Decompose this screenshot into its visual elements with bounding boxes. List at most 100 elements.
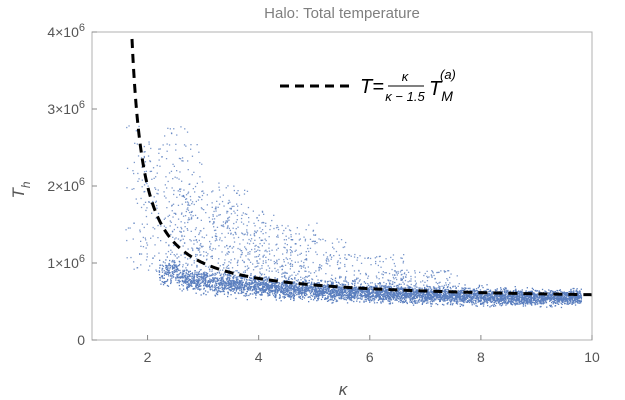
scatter-point xyxy=(494,305,497,307)
scatter-point xyxy=(392,298,395,300)
scatter-point xyxy=(432,293,435,295)
scatter-point xyxy=(463,298,465,300)
scatter-point xyxy=(509,298,511,301)
scatter-point xyxy=(330,298,332,301)
scatter-point xyxy=(486,300,488,302)
scatter-point xyxy=(291,292,293,294)
scatter-point xyxy=(297,288,299,290)
scatter-point xyxy=(534,302,536,305)
scatter-point xyxy=(406,295,408,297)
scatter-point xyxy=(364,296,367,298)
scatter-point xyxy=(225,282,227,284)
scatter-point xyxy=(176,282,178,284)
scatter-point xyxy=(354,293,356,296)
scatter-point xyxy=(396,286,398,289)
scatter-point xyxy=(306,285,309,288)
scatter-point xyxy=(205,277,207,279)
scatter-point xyxy=(367,299,370,301)
scatter-point xyxy=(425,298,427,300)
scatter-point xyxy=(214,290,216,292)
scatter-point xyxy=(519,291,521,294)
scatter-point xyxy=(248,286,250,288)
scatter-point xyxy=(260,289,262,291)
scatter-point xyxy=(270,287,272,289)
scatter-point xyxy=(223,293,226,295)
scatter-point xyxy=(382,288,384,290)
scatter-point xyxy=(336,284,339,286)
scatter-point xyxy=(289,284,291,286)
scatter-point xyxy=(512,295,514,297)
scatter-point xyxy=(282,283,284,285)
scatter-point xyxy=(213,278,215,280)
scatter-point xyxy=(527,297,529,299)
scatter-point xyxy=(552,298,555,301)
scatter-point xyxy=(471,304,473,306)
scatter-point xyxy=(549,304,551,307)
scatter-point xyxy=(216,287,218,289)
scatter-point xyxy=(215,292,218,294)
scatter-point xyxy=(303,287,305,289)
scatter-point xyxy=(459,290,462,292)
scatter-point xyxy=(571,290,573,293)
scatter-point xyxy=(196,275,198,277)
scatter-point xyxy=(270,284,273,286)
scatter-point xyxy=(294,289,297,291)
scatter-point xyxy=(251,281,253,283)
scatter-point xyxy=(253,287,255,289)
scatter-point xyxy=(439,300,441,302)
scatter-point xyxy=(366,290,368,292)
scatter-point xyxy=(268,277,270,279)
scatter-point xyxy=(567,298,569,300)
scatter-point xyxy=(486,288,488,291)
scatter-point xyxy=(253,285,255,287)
scatter-point xyxy=(350,298,352,301)
scatter-point xyxy=(188,286,191,288)
scatter-point xyxy=(351,299,353,302)
scatter-point xyxy=(196,277,199,279)
scatter-point xyxy=(190,281,192,283)
scatter-point xyxy=(228,273,231,276)
scatter-point xyxy=(258,283,260,285)
scatter-point xyxy=(161,281,163,283)
scatter-point xyxy=(393,292,396,294)
scatter-point xyxy=(227,287,230,289)
scatter-point xyxy=(550,294,552,296)
scatter-point xyxy=(342,291,344,294)
scatter-point xyxy=(466,297,469,299)
scatter-point xyxy=(167,265,169,267)
scatter-point xyxy=(274,292,276,294)
scatter-point xyxy=(374,298,376,301)
scatter-point xyxy=(338,297,340,299)
scatter-point xyxy=(370,288,373,291)
scatter-point xyxy=(363,300,365,302)
scatter-point xyxy=(214,295,217,297)
scatter-point xyxy=(379,298,381,301)
scatter-point xyxy=(331,299,333,301)
scatter-point xyxy=(158,274,161,276)
scatter-point xyxy=(521,296,523,298)
scatter-point xyxy=(190,283,193,285)
scatter-point xyxy=(269,288,271,290)
scatter-point xyxy=(388,286,391,288)
scatter-point xyxy=(351,296,353,298)
scatter-point xyxy=(562,299,564,301)
scatter-point xyxy=(315,292,317,294)
scatter-point xyxy=(192,281,194,284)
scatter-point xyxy=(226,277,229,280)
scatter-point xyxy=(522,305,524,307)
scatter-point xyxy=(364,295,366,297)
scatter-point xyxy=(461,304,463,306)
scatter-point xyxy=(205,281,207,283)
scatter-point xyxy=(463,301,465,303)
scatter-point xyxy=(331,292,333,294)
scatter-point xyxy=(478,300,480,302)
scatter-point xyxy=(488,298,490,301)
scatter-point xyxy=(178,273,180,275)
scatter-point xyxy=(464,288,467,290)
scatter-point xyxy=(553,296,555,298)
scatter-point xyxy=(432,296,434,298)
scatter-point xyxy=(401,295,403,297)
scatter-point xyxy=(303,294,306,296)
scatter-point xyxy=(243,295,245,297)
scatter-point xyxy=(238,286,240,288)
